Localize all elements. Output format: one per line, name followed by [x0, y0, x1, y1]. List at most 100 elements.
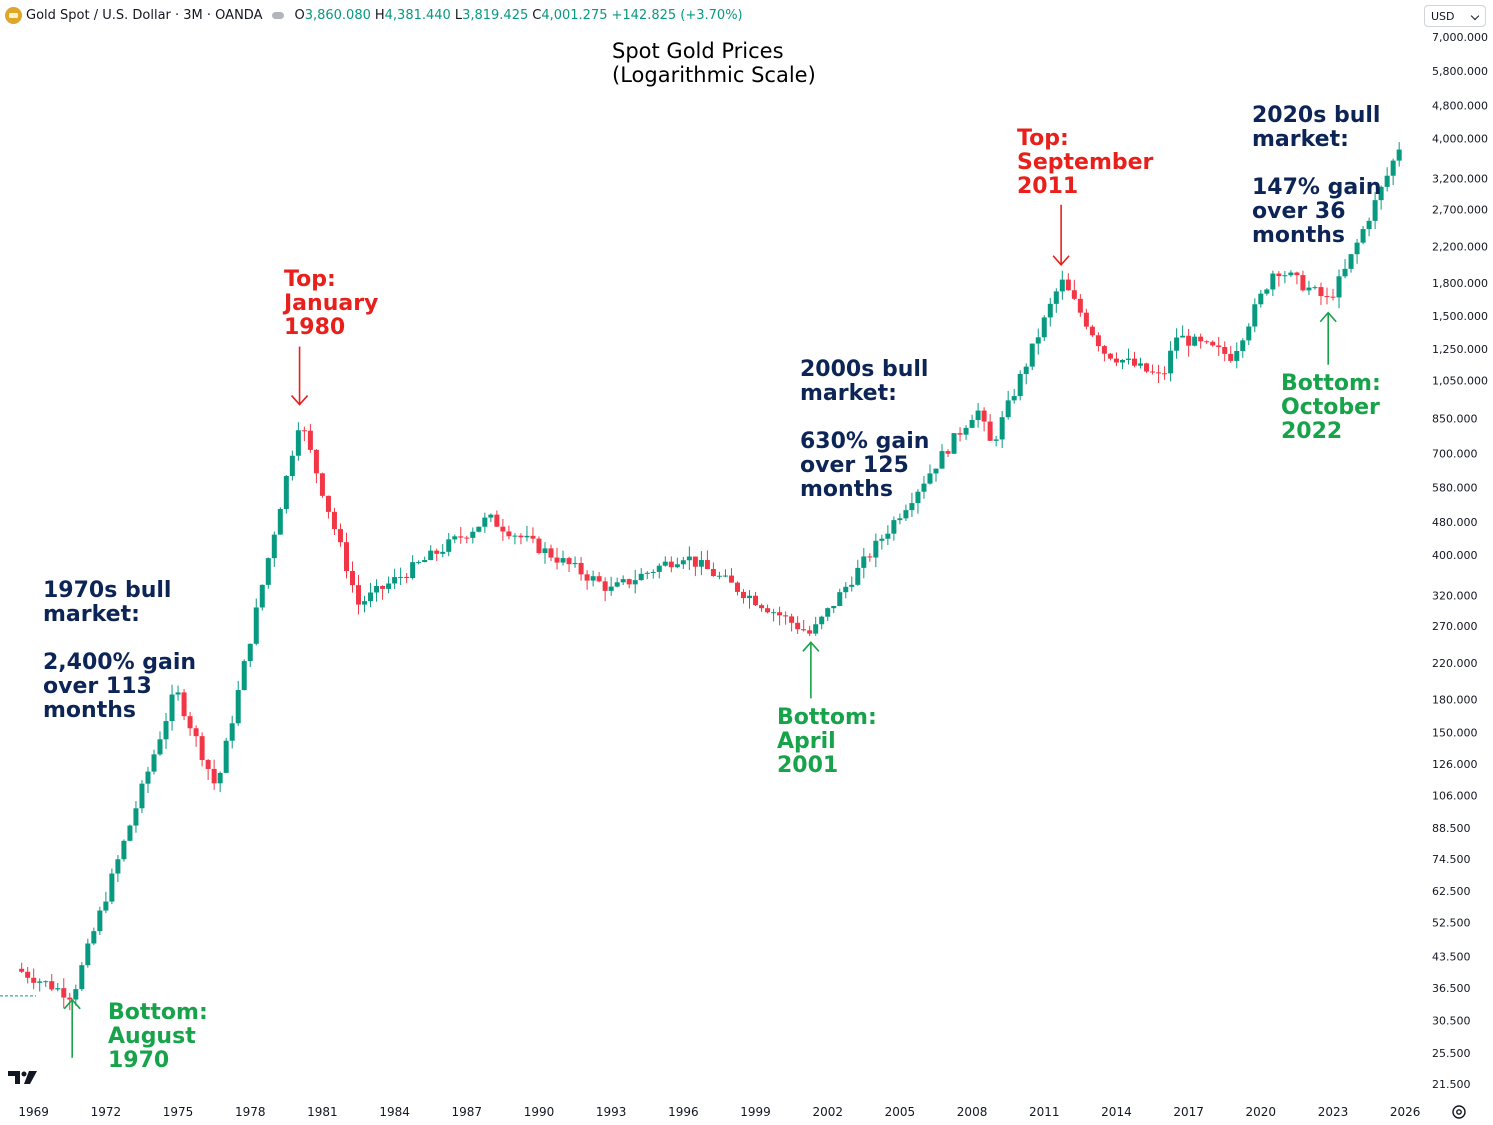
candle — [590, 570, 596, 587]
candle — [79, 962, 85, 991]
candle — [1150, 364, 1156, 375]
candle — [350, 561, 355, 593]
low-value: 3,819.425 — [462, 7, 529, 23]
candle — [807, 625, 813, 637]
candle — [410, 555, 416, 580]
time-tick-label: 1972 — [91, 1105, 122, 1119]
candle — [596, 572, 602, 583]
candle — [656, 563, 662, 579]
candle — [632, 569, 638, 594]
candle — [638, 568, 644, 581]
candle — [692, 556, 698, 577]
price-tick-label: 1,050.000 — [1432, 374, 1488, 387]
candle — [1107, 352, 1113, 361]
price-axis: 7,000.000 5,800.000 4,800.000 4,000.000 3,20… — [1432, 31, 1488, 1091]
candle — [368, 582, 374, 608]
candle — [524, 525, 530, 542]
candle — [337, 523, 343, 547]
gear-icon[interactable] — [1450, 1103, 1468, 1121]
candle — [1252, 298, 1258, 333]
price-tick-label: 270.000 — [1432, 620, 1478, 633]
close-label: C — [532, 7, 542, 23]
candle — [1264, 288, 1270, 296]
candle — [1342, 259, 1348, 279]
candle — [1300, 270, 1306, 292]
candle — [1053, 288, 1059, 313]
price-change: +142.825 (+3.70%) — [611, 7, 743, 23]
candle — [987, 414, 993, 442]
symbol-title[interactable]: Gold Spot / U.S. Dollar · 3M · OANDA — [26, 7, 263, 23]
candle — [1384, 167, 1390, 192]
candle — [759, 603, 765, 612]
currency-select[interactable]: USD — [1424, 5, 1486, 27]
open-label: O — [294, 7, 305, 23]
candle — [247, 643, 253, 668]
candle — [494, 510, 500, 528]
collapse-legend-icon[interactable] — [272, 11, 285, 19]
candle — [554, 547, 560, 570]
candle — [211, 759, 217, 790]
candle — [518, 533, 524, 545]
candle — [1162, 366, 1168, 380]
candle — [909, 492, 915, 518]
candle — [1276, 271, 1282, 287]
candle — [614, 577, 620, 588]
candle — [584, 570, 590, 590]
candle — [981, 407, 987, 432]
tradingview-logo[interactable] — [7, 1069, 39, 1087]
candle — [722, 569, 728, 578]
candle — [277, 507, 283, 535]
candle — [933, 468, 939, 482]
time-tick-label: 1975 — [163, 1105, 194, 1119]
candle — [458, 526, 464, 544]
candle — [1330, 288, 1336, 301]
price-tick-label: 1,500.000 — [1432, 310, 1488, 323]
price-tick-label: 1,250.000 — [1432, 343, 1488, 356]
candle — [795, 616, 801, 634]
candle — [307, 423, 313, 453]
candle — [91, 927, 97, 946]
candle — [163, 712, 169, 749]
arrow-bottom-2022 — [1319, 311, 1337, 365]
candle — [1017, 370, 1023, 401]
price-tick-label: 3,200.000 — [1432, 173, 1488, 186]
candle — [109, 868, 115, 905]
candle — [386, 576, 392, 594]
candle — [813, 616, 819, 636]
candle — [1366, 217, 1372, 237]
candle — [734, 581, 740, 596]
time-tick-label: 1996 — [668, 1105, 699, 1119]
candle — [1035, 328, 1041, 355]
candle — [668, 556, 674, 573]
candle — [1029, 343, 1035, 371]
annotation-bull-2000s: 2000s bull market: 630% gain over 125 mo… — [800, 357, 930, 502]
candle — [849, 576, 855, 592]
candle — [662, 556, 668, 567]
candle — [831, 605, 837, 614]
candle — [103, 891, 109, 914]
high-value: 4,381.440 — [384, 7, 451, 23]
candle — [1210, 340, 1216, 347]
candle — [1047, 297, 1053, 327]
candle — [608, 576, 614, 596]
candle — [765, 604, 771, 614]
price-tick-label: 180.000 — [1432, 693, 1478, 706]
candle — [506, 525, 512, 540]
price-tick-label: 7,000.000 — [1432, 31, 1488, 44]
candle — [698, 551, 704, 576]
price-tick-label: 5,800.000 — [1432, 65, 1488, 78]
time-tick-label: 2008 — [957, 1105, 988, 1119]
candle — [674, 557, 680, 569]
candle — [819, 615, 825, 630]
candle — [861, 547, 867, 579]
candle — [512, 533, 518, 545]
candle — [470, 527, 476, 544]
time-tick-label: 2002 — [812, 1105, 843, 1119]
candle — [1258, 289, 1264, 308]
price-tick-label: 106.000 — [1432, 789, 1478, 802]
time-tick-label: 1969 — [18, 1105, 49, 1119]
candle — [416, 560, 422, 565]
candle — [49, 974, 55, 992]
annotation-bull-2020s: 2020s bull market: 147% gain over 36 mon… — [1252, 103, 1382, 248]
